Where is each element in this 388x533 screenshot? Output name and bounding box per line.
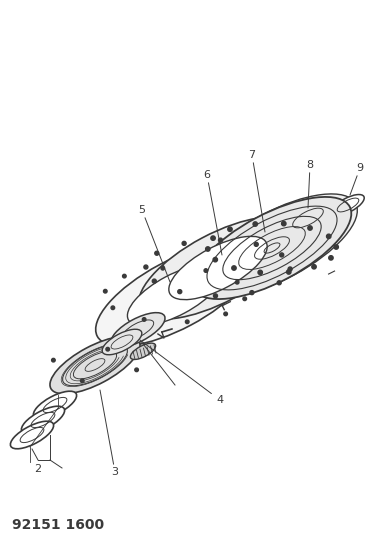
- Circle shape: [123, 274, 126, 278]
- Text: 7: 7: [248, 150, 265, 232]
- Circle shape: [228, 227, 232, 231]
- Circle shape: [232, 266, 236, 270]
- Circle shape: [182, 241, 186, 245]
- Ellipse shape: [139, 217, 297, 319]
- Circle shape: [104, 289, 107, 293]
- Text: 3: 3: [100, 390, 118, 477]
- Circle shape: [224, 312, 227, 316]
- Circle shape: [144, 265, 148, 269]
- Circle shape: [206, 247, 210, 251]
- Text: 6: 6: [203, 170, 222, 255]
- Circle shape: [52, 358, 55, 362]
- Text: 4: 4: [142, 342, 223, 405]
- Circle shape: [308, 226, 312, 230]
- Circle shape: [329, 256, 333, 260]
- Circle shape: [185, 320, 189, 324]
- Circle shape: [178, 289, 182, 294]
- Circle shape: [280, 253, 284, 257]
- Circle shape: [213, 257, 218, 262]
- Ellipse shape: [102, 329, 142, 355]
- Circle shape: [254, 243, 258, 246]
- Ellipse shape: [332, 195, 364, 215]
- Circle shape: [80, 379, 84, 383]
- Circle shape: [213, 294, 218, 298]
- Circle shape: [250, 290, 254, 295]
- Circle shape: [211, 236, 215, 240]
- Ellipse shape: [284, 203, 331, 233]
- Ellipse shape: [127, 264, 223, 326]
- Circle shape: [282, 221, 286, 226]
- Circle shape: [135, 368, 139, 372]
- Text: 2: 2: [35, 464, 42, 474]
- Ellipse shape: [96, 244, 254, 346]
- Circle shape: [161, 266, 165, 270]
- Circle shape: [243, 297, 246, 301]
- Ellipse shape: [21, 406, 65, 434]
- Circle shape: [312, 264, 316, 269]
- Ellipse shape: [10, 421, 54, 449]
- Circle shape: [253, 222, 257, 226]
- Ellipse shape: [193, 197, 351, 299]
- Ellipse shape: [199, 194, 357, 296]
- Ellipse shape: [130, 343, 156, 359]
- Text: 9: 9: [350, 163, 364, 195]
- Circle shape: [106, 348, 109, 351]
- Circle shape: [288, 267, 292, 271]
- Circle shape: [327, 234, 331, 239]
- Circle shape: [277, 281, 281, 285]
- Circle shape: [258, 270, 262, 274]
- Text: 8: 8: [307, 160, 314, 208]
- Circle shape: [142, 318, 146, 321]
- Text: 92151 1600: 92151 1600: [12, 518, 104, 532]
- Circle shape: [152, 279, 156, 283]
- Circle shape: [236, 280, 239, 284]
- Ellipse shape: [50, 336, 140, 394]
- Circle shape: [334, 245, 338, 249]
- Circle shape: [204, 269, 208, 272]
- Text: 5: 5: [139, 205, 170, 282]
- Circle shape: [218, 238, 223, 242]
- Ellipse shape: [169, 236, 267, 300]
- Ellipse shape: [111, 313, 165, 348]
- Circle shape: [111, 306, 114, 310]
- Circle shape: [287, 270, 291, 274]
- Ellipse shape: [33, 391, 76, 419]
- Circle shape: [155, 251, 159, 255]
